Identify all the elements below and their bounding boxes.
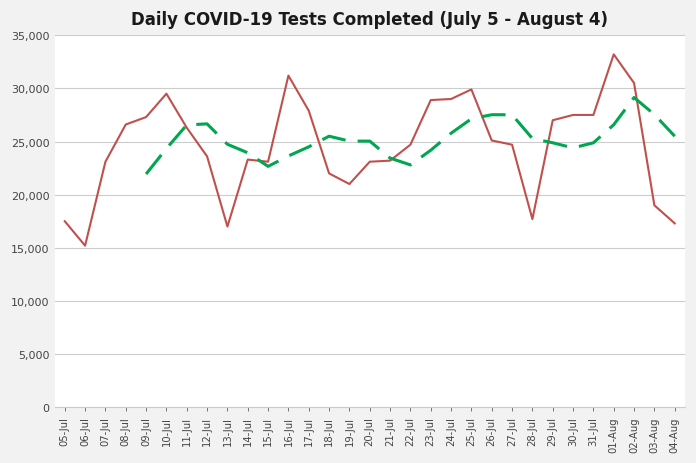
Title: Daily COVID-19 Tests Completed (July 5 - August 4): Daily COVID-19 Tests Completed (July 5 -…: [132, 11, 608, 29]
